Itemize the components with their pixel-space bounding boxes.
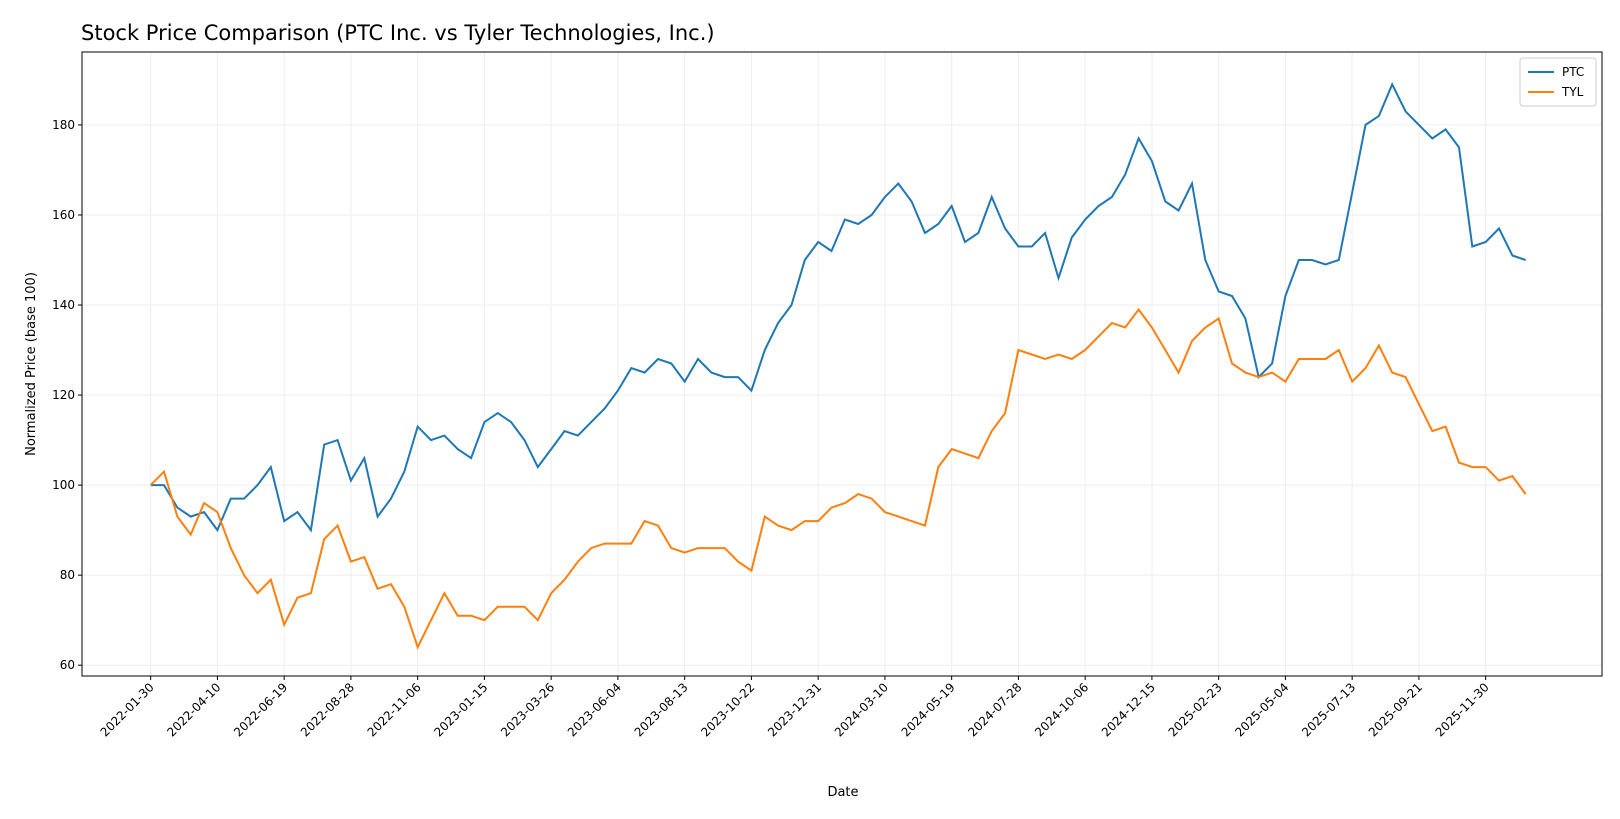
y-axis-label: Normalized Price (base 100) — [24, 272, 39, 456]
y-tick-label: 80 — [60, 568, 75, 582]
line-series — [150, 82, 1527, 533]
x-tick-label: 2024-10-06 — [1032, 680, 1091, 739]
x-tick-label: 2023-12-31 — [765, 680, 824, 739]
x-tick-label: 2024-05-19 — [899, 680, 958, 739]
x-tick-label: 2025-09-21 — [1366, 680, 1425, 739]
x-tick-label: 2025-07-13 — [1299, 680, 1358, 739]
chart-title: Stock Price Comparison (PTC Inc. vs Tyle… — [81, 21, 715, 45]
legend-box — [1519, 57, 1597, 107]
x-tick-label: 2024-12-15 — [1099, 680, 1158, 739]
x-tick-label: 2023-08-13 — [632, 680, 691, 739]
x-tick-label: 2025-02-23 — [1166, 680, 1225, 739]
y-tick-label: 100 — [52, 478, 75, 492]
x-tick-label: 2024-03-10 — [832, 680, 891, 739]
legend-label: PTC — [1562, 65, 1584, 79]
x-tick-label: 2022-06-19 — [231, 680, 290, 739]
x-tick-label: 2022-11-06 — [365, 680, 424, 739]
x-tick-label: 2023-10-22 — [698, 680, 757, 739]
x-tick-label: 2023-03-26 — [498, 680, 557, 739]
x-tick-label: 2025-11-30 — [1433, 680, 1492, 739]
plot-frame — [81, 51, 1603, 677]
y-tick-label: 180 — [52, 118, 75, 132]
line-series — [149, 307, 1527, 650]
legend: PTC TYL — [1519, 57, 1597, 107]
x-tick-label: 2022-04-10 — [164, 680, 223, 739]
x-axis-label: Date — [827, 785, 858, 800]
x-tick-label: 2022-01-30 — [98, 680, 157, 739]
x-tick-label: 2023-01-15 — [431, 680, 490, 739]
x-tick-label: 2022-08-28 — [298, 680, 357, 739]
legend-label: TYL — [1561, 85, 1584, 99]
x-tick-label: 2023-06-04 — [565, 680, 624, 739]
y-tick-label: 60 — [60, 658, 75, 672]
x-tick-label: 2024-07-28 — [965, 680, 1024, 739]
y-tick-label: 120 — [52, 388, 75, 402]
x-tick-label: 2025-05-04 — [1232, 680, 1291, 739]
y-tick-label: 160 — [52, 208, 75, 222]
y-tick-label: 140 — [52, 298, 75, 312]
